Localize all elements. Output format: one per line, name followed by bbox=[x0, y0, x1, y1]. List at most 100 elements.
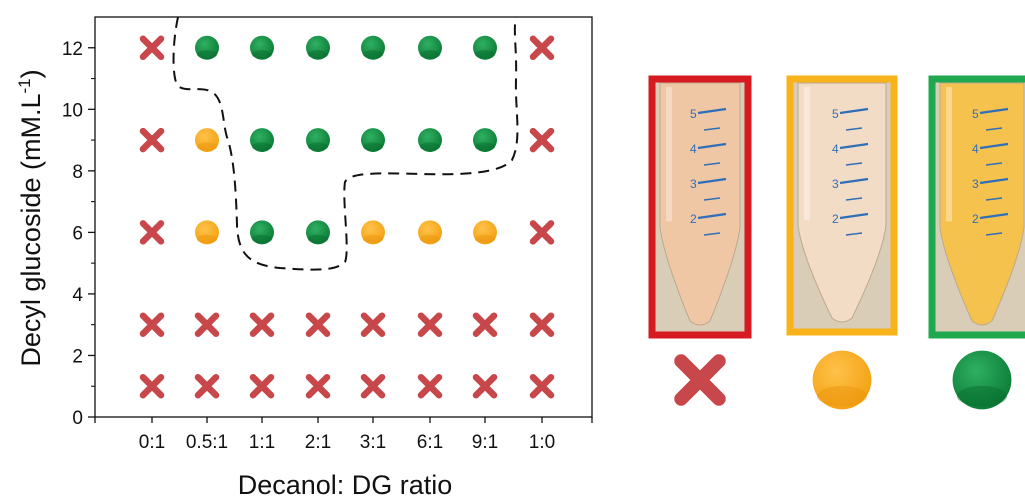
data-point-cross bbox=[139, 220, 165, 245]
data-point-cross bbox=[194, 373, 220, 399]
graduation-label: 2 bbox=[690, 212, 697, 226]
x-tick-label: 3:1 bbox=[360, 432, 386, 453]
data-point-cross bbox=[417, 373, 443, 399]
graduation-minor bbox=[845, 162, 863, 166]
graduation-minor bbox=[703, 197, 721, 201]
graduation-label: 3 bbox=[972, 177, 979, 191]
y-tick-label: 6 bbox=[72, 223, 83, 244]
y-tick-label: 0 bbox=[72, 408, 83, 429]
legend-panel: 5 4 3 2 bbox=[786, 75, 898, 410]
x-tick-label: 0.5:1 bbox=[186, 432, 228, 453]
data-point-cross bbox=[529, 35, 555, 61]
data-point-orange bbox=[195, 128, 219, 153]
data-point-green bbox=[306, 128, 330, 153]
plot-area bbox=[94, 16, 593, 418]
tube-icon bbox=[939, 82, 1025, 326]
data-point-cross bbox=[360, 373, 386, 399]
graduation-mark bbox=[839, 107, 869, 115]
legend-marker-cross bbox=[674, 354, 726, 406]
data-point-green bbox=[473, 128, 497, 153]
y-tick-label: 10 bbox=[62, 100, 83, 121]
y-axis: 0 2 4 6 8 10 12 bbox=[62, 39, 95, 429]
data-point-cross bbox=[529, 127, 555, 153]
graduation-minor bbox=[985, 162, 1003, 166]
graduation-minor bbox=[703, 162, 721, 166]
data-point-cross bbox=[417, 312, 443, 337]
graduation-minor bbox=[985, 232, 1003, 236]
graduation-label: 5 bbox=[832, 107, 839, 121]
graduation-minor bbox=[845, 232, 863, 236]
data-point-orange bbox=[361, 220, 385, 245]
data-point-green bbox=[361, 35, 385, 60]
data-point-green bbox=[418, 35, 442, 60]
x-tick-label: 6:1 bbox=[417, 432, 443, 453]
graduation-label: 4 bbox=[690, 142, 697, 156]
graduation-mark bbox=[979, 212, 1009, 220]
data-point-cross bbox=[360, 312, 386, 337]
graduation-mark bbox=[839, 212, 869, 220]
y-tick-label: 12 bbox=[62, 39, 83, 60]
phase-boundary bbox=[172, 17, 519, 271]
tube-icon bbox=[797, 82, 887, 323]
data-point-orange bbox=[195, 220, 219, 245]
graduation-label: 5 bbox=[972, 107, 979, 121]
graduation-label: 3 bbox=[690, 177, 697, 191]
data-point-cross bbox=[249, 373, 275, 399]
graduation-label: 2 bbox=[972, 212, 979, 226]
graduation-minor bbox=[703, 232, 721, 236]
data-point-green bbox=[306, 220, 330, 245]
data-point-cross bbox=[139, 35, 165, 61]
graduation-minor bbox=[845, 127, 863, 131]
data-point-cross bbox=[249, 312, 275, 337]
x-axis: 0:1 0.5:1 1:1 2:1 3:1 6:1 9:1 1:0 bbox=[94, 417, 593, 453]
data-point-cross bbox=[529, 373, 555, 399]
legend-frame bbox=[648, 75, 752, 339]
x-axis-title: Decanol: DG ratio bbox=[238, 470, 453, 499]
data-point-orange bbox=[418, 220, 442, 245]
graduation-mark bbox=[979, 142, 1009, 150]
data-point-cross bbox=[305, 373, 331, 399]
x-tick-label: 2:1 bbox=[305, 432, 331, 453]
graduation-label: 5 bbox=[690, 107, 697, 121]
x-tick-label: 1:1 bbox=[249, 432, 275, 453]
tube-icon bbox=[659, 82, 741, 326]
data-point-green bbox=[306, 35, 330, 60]
data-point-cross bbox=[305, 312, 331, 337]
data-point-cross bbox=[472, 373, 498, 399]
legend-panel: 5 4 3 2 bbox=[928, 75, 1025, 410]
data-point-cross bbox=[139, 127, 165, 153]
data-point-cross bbox=[472, 312, 498, 337]
data-point-green bbox=[250, 128, 274, 153]
graduation-label: 4 bbox=[972, 142, 979, 156]
graduation-mark bbox=[979, 177, 1009, 185]
legend-marker-orange bbox=[812, 350, 872, 410]
data-point-cross bbox=[529, 312, 555, 337]
tube-legend: 5 4 3 2 5 4 3 2 5 4 3 2 bbox=[648, 75, 1025, 410]
legend-frame bbox=[786, 75, 898, 336]
data-markers bbox=[139, 35, 555, 399]
graduation-label: 4 bbox=[832, 142, 839, 156]
graduation-mark bbox=[697, 107, 727, 115]
graduation-mark bbox=[697, 177, 727, 185]
graduation-minor bbox=[703, 127, 721, 131]
graduation-mark bbox=[697, 212, 727, 220]
legend-marker-green bbox=[952, 350, 1012, 410]
graduation-minor bbox=[985, 197, 1003, 201]
y-tick-label: 8 bbox=[72, 162, 83, 183]
data-point-green bbox=[361, 128, 385, 153]
graduation-minor bbox=[845, 197, 863, 201]
data-point-cross bbox=[529, 220, 555, 245]
data-point-cross bbox=[139, 373, 165, 399]
graduation-mark bbox=[839, 142, 869, 150]
graduation-mark bbox=[839, 177, 869, 185]
x-tick-label: 9:1 bbox=[472, 432, 498, 453]
data-point-orange bbox=[473, 220, 497, 245]
y-axis-title: Decyl glucoside (mM.L-1) bbox=[15, 69, 46, 366]
x-tick-label: 1:0 bbox=[529, 432, 555, 453]
data-point-green bbox=[250, 35, 274, 60]
data-point-cross bbox=[194, 312, 220, 337]
data-point-green bbox=[473, 35, 497, 60]
data-point-cross bbox=[139, 312, 165, 337]
data-point-green bbox=[250, 220, 274, 245]
